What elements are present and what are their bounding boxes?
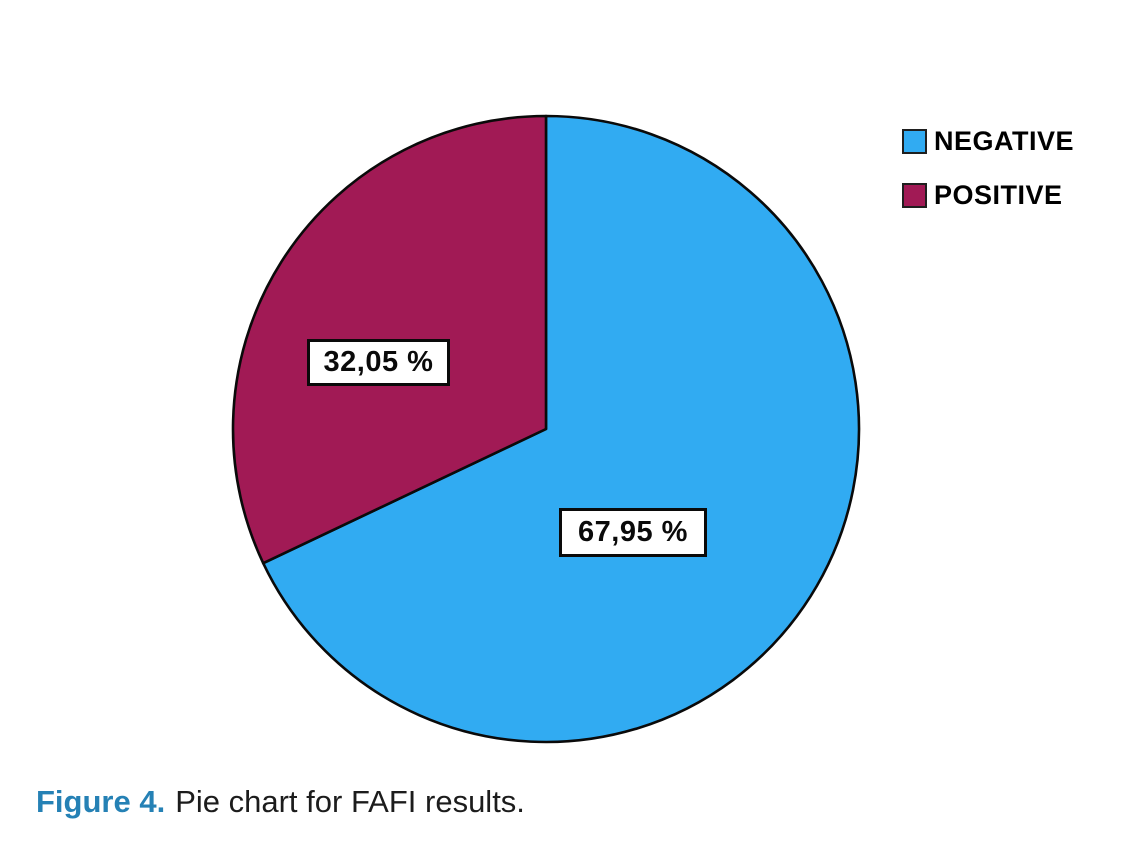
legend: NEGATIVE POSITIVE — [902, 126, 1074, 234]
legend-label-positive: POSITIVE — [934, 180, 1063, 210]
slice-value-label-positive: 32,05 % — [307, 339, 450, 386]
legend-swatch-negative-icon — [902, 129, 927, 154]
legend-swatch-positive-icon — [902, 183, 927, 208]
slice-value-label-negative: 67,95 % — [559, 508, 707, 557]
figure-caption-text: Pie chart for FAFI results. — [175, 784, 525, 819]
legend-item-positive: POSITIVE — [902, 180, 1074, 211]
legend-label-negative: NEGATIVE — [934, 126, 1075, 156]
legend-item-negative: NEGATIVE — [902, 126, 1074, 157]
figure-caption-label: Figure 4. — [36, 784, 166, 819]
pie-slice-negative — [261, 114, 861, 744]
figure-caption: Figure 4. Pie chart for FAFI results. — [36, 784, 525, 820]
